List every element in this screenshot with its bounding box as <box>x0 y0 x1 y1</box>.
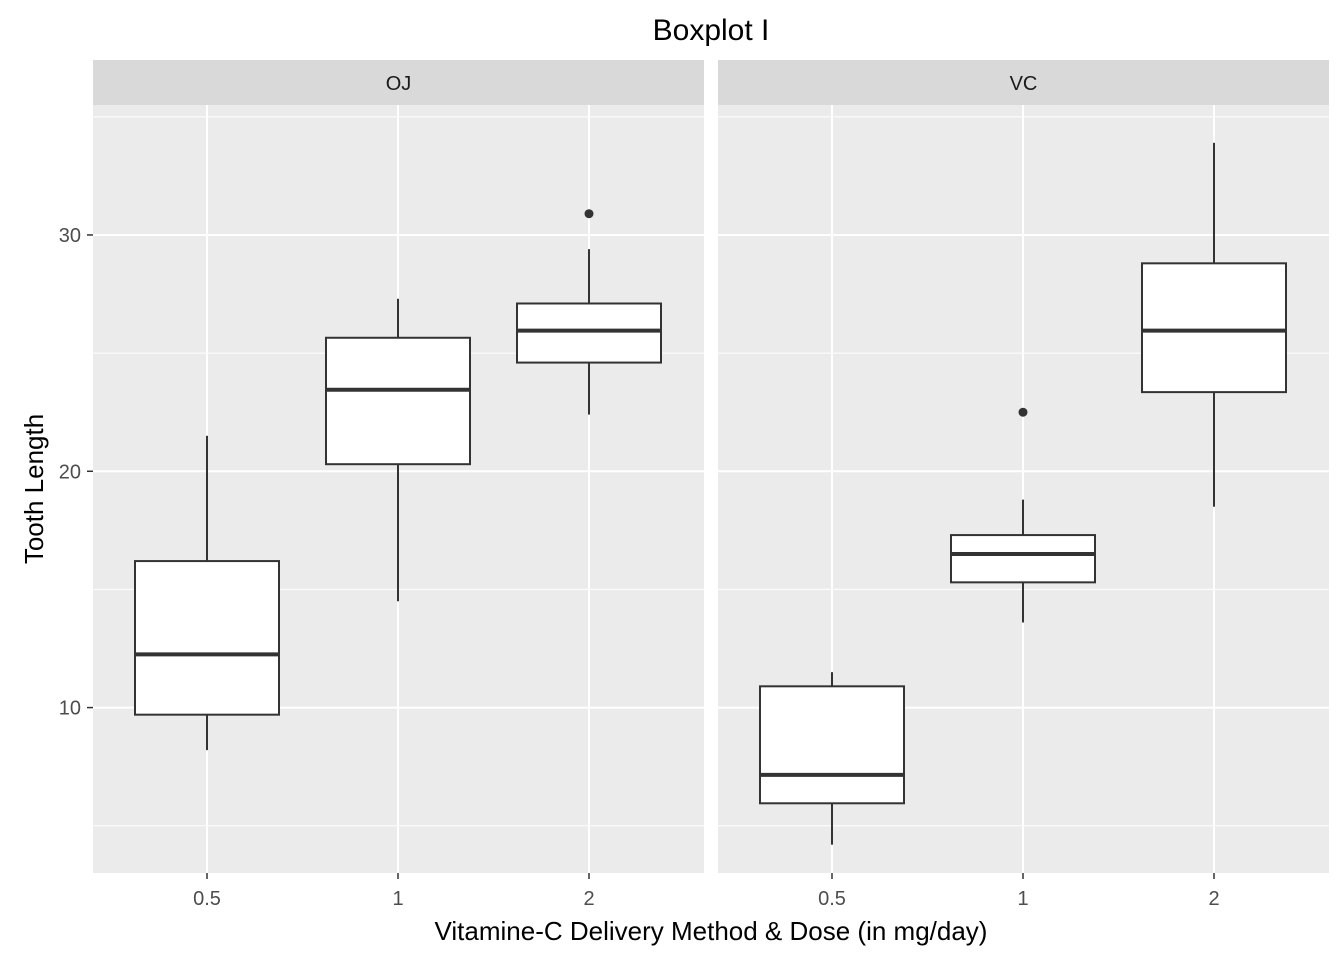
x-tick-label: 1 <box>1017 888 1028 910</box>
chart-title: Boxplot I <box>653 14 770 47</box>
box-iqr <box>516 302 662 364</box>
box-iqr <box>134 560 280 716</box>
box-oj-2 <box>516 209 662 415</box>
strip-background <box>718 60 1329 105</box>
panel-vc: VC 0.5 1 2 <box>718 60 1329 910</box>
box-vc-0.5 <box>759 672 905 845</box>
panel-oj: OJ 0.5 1 2 <box>93 60 704 910</box>
strip-label: VC <box>1010 73 1038 95</box>
y-axis-title: Tooth Length <box>19 414 49 564</box>
x-tick-label: 0.5 <box>818 888 846 910</box>
x-tick-label: 0.5 <box>193 888 221 910</box>
facet-panels: OJ 0.5 1 2 VC 0.5 1 2 <box>93 60 1329 910</box>
x-axis-title: Vitamine-C Delivery Method & Dose (in mg… <box>435 916 988 946</box>
outlier-point <box>584 209 594 219</box>
box-iqr <box>759 685 905 805</box>
strip-background <box>93 60 704 105</box>
y-tick-label: 10 <box>59 698 81 720</box>
box-oj-1 <box>325 298 471 602</box>
box-vc-2 <box>1141 142 1287 507</box>
y-tick-label: 20 <box>59 461 81 483</box>
box-vc-1 <box>950 407 1096 623</box>
strip-label: OJ <box>386 73 412 95</box>
box-iqr <box>325 336 471 466</box>
box-oj-0.5 <box>134 435 280 751</box>
x-tick-label: 1 <box>392 888 403 910</box>
y-axis: 10 20 30 <box>59 225 93 720</box>
y-tick-label: 30 <box>59 225 81 247</box>
x-tick-label: 2 <box>583 888 594 910</box>
box-iqr <box>950 534 1096 584</box>
box-iqr <box>1141 262 1287 394</box>
x-tick-label: 2 <box>1208 888 1219 910</box>
outlier-point <box>1018 407 1028 417</box>
